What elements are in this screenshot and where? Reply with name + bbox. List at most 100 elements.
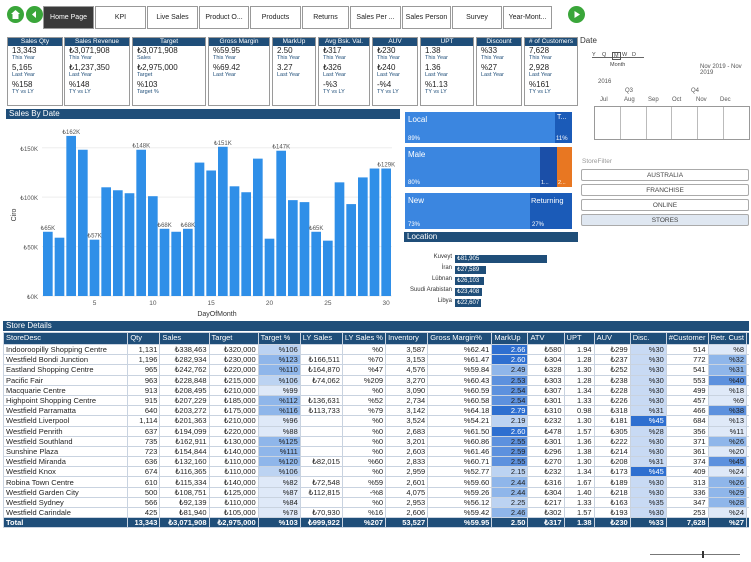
store-filter-option[interactable]: FRANCHISE bbox=[581, 184, 749, 196]
date-level-option[interactable]: D bbox=[632, 52, 636, 58]
date-level-option[interactable]: Q bbox=[602, 52, 607, 58]
table-row[interactable]: Westfield Bondi Junction 1,196 ₺282,934 ₺23… bbox=[3, 354, 749, 366]
table-row[interactable]: Westfield Sydney 566 ₺92,139 ₺110,000 %84 %0 2… bbox=[3, 496, 749, 509]
nav-tab[interactable]: Sales Person bbox=[402, 6, 451, 29]
date-level-option[interactable]: M bbox=[612, 52, 621, 60]
bar[interactable] bbox=[183, 228, 193, 296]
table-row[interactable]: Indooroopilly Shopping Centre 1,131 ₺338,4… bbox=[3, 343, 749, 356]
table-row[interactable]: Westfield Knox 674 ₺116,365 ₺110,000 %106 %0 2… bbox=[3, 466, 749, 478]
column-header[interactable]: Sal bbox=[746, 332, 749, 345]
column-header[interactable]: StoreDesc bbox=[3, 332, 129, 345]
location-bar[interactable]: ₺26,103 bbox=[455, 277, 485, 285]
date-level-option[interactable]: W bbox=[622, 52, 628, 58]
nav-tab[interactable]: Returns bbox=[302, 6, 349, 29]
bar[interactable] bbox=[159, 228, 170, 296]
table-row[interactable]: Westfield Liverpool 1,114 ₺201,363 ₺210,000… bbox=[3, 415, 749, 427]
bar[interactable] bbox=[369, 168, 380, 296]
column-header[interactable]: UPT bbox=[563, 332, 595, 345]
treemap-gender-2[interactable]: 1... bbox=[540, 147, 557, 187]
column-header[interactable]: Inventory bbox=[385, 332, 429, 345]
table-row[interactable]: Highpoint Shopping Centre 915 ₺207,229 ₺185… bbox=[3, 394, 749, 407]
table-row[interactable]: Pacific Fair 963 ₺228,848 ₺215,000 %106 ₺74,0… bbox=[3, 374, 749, 386]
table-row[interactable]: Westfield Garden City 500 ₺108,751 ₺125,000… bbox=[3, 486, 749, 498]
bar[interactable] bbox=[206, 170, 216, 296]
bar[interactable] bbox=[311, 231, 321, 296]
store-filter-option[interactable]: ONLINE bbox=[581, 199, 749, 211]
bar[interactable] bbox=[136, 149, 146, 296]
nav-tab[interactable]: Year-Mont... bbox=[503, 6, 552, 29]
nav-tab[interactable]: KPI bbox=[95, 6, 146, 29]
store-filter-option[interactable]: STORES bbox=[581, 214, 749, 226]
date-month[interactable]: Dec bbox=[720, 97, 731, 103]
bar[interactable] bbox=[253, 158, 263, 296]
bar[interactable] bbox=[89, 239, 100, 296]
bar[interactable] bbox=[113, 190, 123, 296]
bar[interactable] bbox=[346, 204, 356, 296]
table-row[interactable]: Westfield Parramatta 640 ₺203,272 ₺175,000%… bbox=[3, 405, 749, 417]
play-icon[interactable] bbox=[568, 6, 585, 23]
bar[interactable] bbox=[101, 187, 111, 296]
timeline-grid[interactable] bbox=[594, 106, 750, 140]
bar[interactable] bbox=[218, 146, 228, 296]
column-header[interactable]: LY Sales bbox=[299, 332, 343, 345]
zoom-slider[interactable] bbox=[650, 554, 740, 555]
table-row[interactable]: Sunshine Plaza 723 ₺154,844 ₺140,000 %111 %0 2… bbox=[3, 445, 749, 458]
treemap-t[interactable]: T... 11% bbox=[555, 112, 572, 143]
date-month[interactable]: Nov bbox=[696, 97, 707, 103]
nav-tab[interactable]: Survey bbox=[452, 6, 502, 29]
column-header[interactable]: AUV bbox=[593, 332, 631, 345]
bar[interactable] bbox=[358, 177, 368, 296]
store-filter-option[interactable]: AUSTRALIA bbox=[581, 169, 749, 181]
bar[interactable] bbox=[229, 186, 240, 296]
date-month[interactable]: Aug bbox=[624, 97, 635, 103]
nav-tab[interactable]: Sales Per ... bbox=[350, 6, 401, 29]
column-header[interactable]: ATV bbox=[527, 332, 565, 345]
location-bar[interactable]: ₺81,905 bbox=[455, 255, 547, 263]
location-bar[interactable]: ₺22,607 bbox=[455, 299, 481, 307]
column-header[interactable]: Qty bbox=[127, 332, 161, 345]
date-level-option[interactable]: Y bbox=[592, 52, 596, 58]
bar[interactable] bbox=[299, 202, 310, 296]
column-header[interactable]: #Customer bbox=[665, 332, 709, 345]
date-month[interactable]: Sep bbox=[648, 97, 659, 103]
bar[interactable] bbox=[43, 231, 53, 296]
treemap-male[interactable]: Male 80% bbox=[405, 147, 540, 187]
column-header[interactable]: Retr. Cust bbox=[707, 332, 748, 345]
bar[interactable] bbox=[78, 149, 88, 296]
table-row[interactable]: Robina Town Centre 610 ₺115,334 ₺140,000 %82… bbox=[3, 476, 749, 488]
treemap-gender-3[interactable]: 2... bbox=[557, 147, 572, 187]
bar[interactable] bbox=[124, 193, 135, 296]
table-row[interactable]: Macquarie Centre 913 ₺208,495 ₺210,000 %99 %0… bbox=[3, 384, 749, 396]
table-row[interactable]: Westfield Miranda 636 ₺132,160 ₺110,000 %120… bbox=[3, 456, 749, 468]
date-month[interactable]: Jul bbox=[600, 97, 608, 103]
date-quarter[interactable]: Q4 bbox=[691, 88, 700, 94]
bar[interactable] bbox=[334, 182, 345, 296]
bar[interactable] bbox=[288, 200, 298, 296]
bar[interactable] bbox=[241, 192, 251, 296]
column-header[interactable]: Target bbox=[208, 332, 259, 345]
bar[interactable] bbox=[54, 237, 65, 296]
back-icon[interactable] bbox=[26, 6, 43, 23]
bar[interactable] bbox=[148, 196, 158, 296]
nav-tab[interactable]: Home Page bbox=[43, 6, 94, 29]
bar[interactable] bbox=[66, 135, 76, 296]
table-row[interactable]: Westfield Southland 735 ₺162,911 ₺130,000 %1… bbox=[3, 435, 749, 447]
table-row[interactable]: Westfield Carindale 425 ₺81,940 ₺105,000 %78… bbox=[3, 506, 749, 519]
nav-tab[interactable]: Live Sales bbox=[147, 6, 198, 29]
bar[interactable] bbox=[194, 162, 205, 296]
bar[interactable] bbox=[381, 168, 391, 296]
table-row[interactable]: Westfield Penrith 637 ₺194,099 ₺220,000 %88%… bbox=[3, 425, 749, 437]
treemap-returning[interactable]: Returning 27% bbox=[530, 193, 572, 229]
column-header[interactable]: Gross Margin% bbox=[427, 332, 493, 345]
zoom-handle[interactable] bbox=[702, 551, 704, 558]
treemap-local[interactable]: Local 89% bbox=[405, 112, 555, 143]
column-header[interactable]: Disc. bbox=[629, 332, 667, 345]
nav-tab[interactable]: Products bbox=[250, 6, 301, 29]
home-icon[interactable] bbox=[7, 6, 24, 23]
column-header[interactable]: MarkUp bbox=[491, 332, 529, 345]
table-row[interactable]: Eastland Shopping Centre 965 ₺242,762 ₺220,… bbox=[3, 364, 749, 376]
date-month[interactable]: Oct bbox=[672, 97, 682, 103]
column-header[interactable]: LY Sales % bbox=[341, 332, 387, 345]
date-quarter[interactable]: Q3 bbox=[625, 88, 634, 94]
bar[interactable] bbox=[264, 238, 275, 296]
